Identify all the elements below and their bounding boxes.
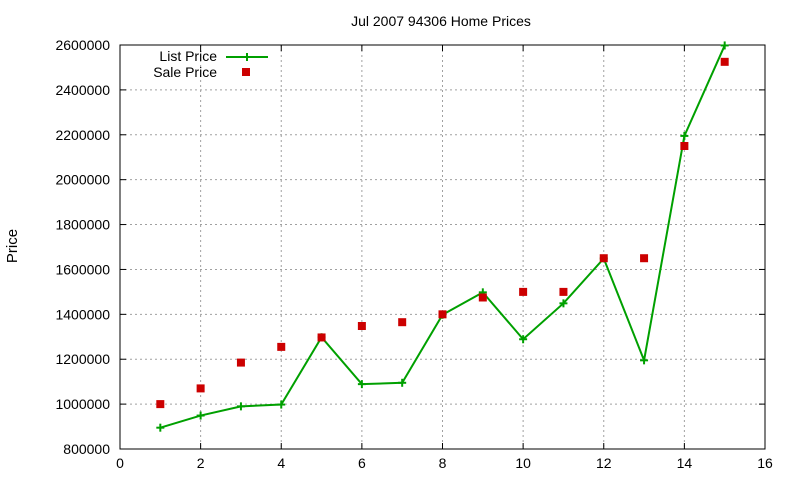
sale-price-point: [559, 287, 568, 296]
sale-price-point: [156, 400, 165, 409]
sale-price-point: [236, 358, 245, 367]
sale-price-point: [478, 293, 487, 302]
x-tick-label: 16: [757, 455, 773, 471]
sale-price-point: [519, 287, 528, 296]
y-tick-label: 2400000: [55, 82, 110, 98]
list-price-point: [277, 400, 286, 409]
legend: List Price Sale Price: [153, 48, 268, 80]
axis-ticks: 0 2 4 6 8 10 12 14 16 800000 1000000 1200000 1400000…: [55, 37, 773, 471]
y-axis-label: Price: [4, 229, 21, 263]
x-tick-label: 6: [358, 455, 366, 471]
sale-price-point: [277, 342, 286, 351]
sale-price-point: [398, 318, 407, 327]
y-tick-label: 2200000: [55, 127, 110, 143]
list-price-point: [357, 380, 366, 389]
sale-price-point: [599, 254, 608, 263]
list-price-point: [398, 378, 407, 387]
sale-price-point: [196, 384, 205, 393]
plot-frame: [119, 44, 766, 450]
data-series: [156, 41, 729, 432]
sale-price-point: [680, 142, 689, 150]
x-tick-label: 8: [439, 455, 447, 471]
y-tick-label: 800000: [63, 441, 110, 457]
x-tick-label: 14: [677, 455, 693, 471]
y-tick-label: 1400000: [55, 306, 110, 322]
x-tick-label: 2: [197, 455, 205, 471]
sale-price-point: [720, 57, 729, 66]
list-price-point: [156, 423, 165, 432]
sale-price-point: [357, 322, 366, 331]
list-price-point: [236, 402, 245, 411]
legend-label-sale-price: Sale Price: [153, 64, 217, 80]
x-tick-label: 4: [277, 455, 285, 471]
x-tick-label: 10: [515, 455, 531, 471]
chart-title: Jul 2007 94306 Home Prices: [351, 13, 531, 29]
x-tick-label: 0: [116, 455, 124, 471]
sale-price-point: [640, 254, 649, 263]
sale-price-point: [438, 310, 447, 319]
y-tick-label: 1600000: [55, 261, 110, 277]
x-tick-label: 12: [596, 455, 612, 471]
y-tick-label: 1000000: [55, 396, 110, 412]
list-price-point: [559, 299, 568, 308]
legend-marker-sale-price: [242, 68, 250, 76]
y-tick-label: 2000000: [55, 172, 110, 188]
list-price-point: [196, 411, 205, 420]
y-tick-label: 1200000: [55, 351, 110, 367]
list-price-point: [720, 41, 729, 50]
y-tick-label: 2600000: [55, 37, 110, 53]
list-price-point: [640, 356, 649, 365]
grid-lines: [120, 45, 765, 449]
list-price-point: [519, 335, 528, 344]
legend-label-list-price: List Price: [159, 48, 217, 64]
legend-marker-list-price: [243, 53, 251, 61]
sale-price-point: [317, 333, 326, 342]
list-price-point: [680, 131, 689, 140]
y-tick-label: 1800000: [55, 217, 110, 233]
